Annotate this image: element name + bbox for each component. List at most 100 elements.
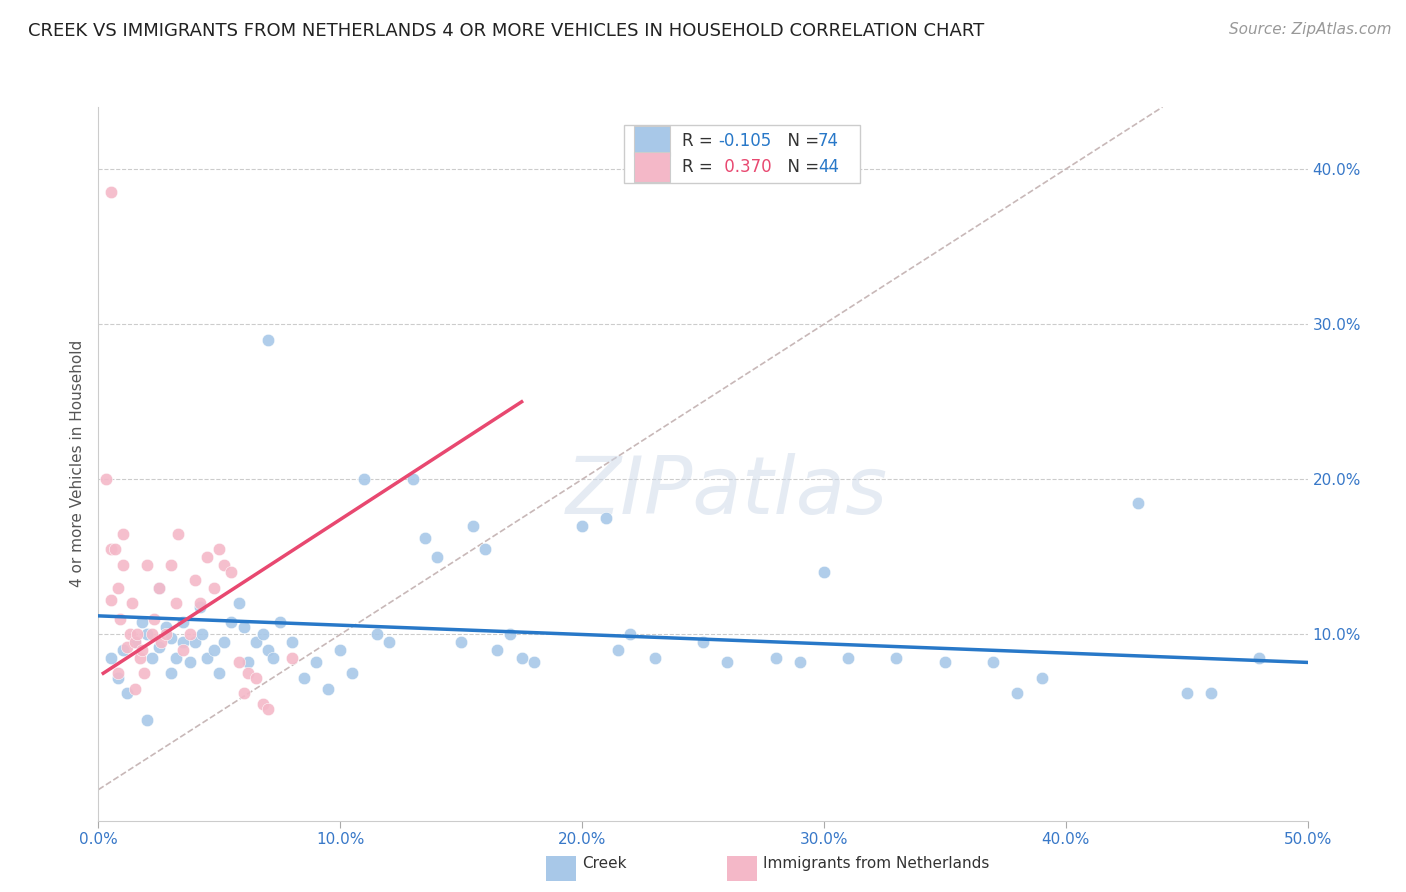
Point [111,558,134,572]
Point [837,650,859,665]
Point [523,656,546,670]
Point [208,542,231,557]
Point [692,635,714,649]
Point [353,472,375,486]
Text: Source: ZipAtlas.com: Source: ZipAtlas.com [1229,22,1392,37]
Point [160,558,183,572]
Point [256,333,278,347]
Point [256,643,278,657]
Point [232,620,254,634]
Point [238,666,260,681]
Point [595,511,617,525]
Point [165,597,187,611]
Point [108,612,131,626]
Point [208,666,231,681]
Text: R =: R = [682,158,718,176]
Point [128,650,150,665]
Point [366,627,388,641]
Point [165,650,187,665]
Point [204,643,226,657]
Point [141,627,163,641]
Point [402,472,425,486]
Point [1199,686,1222,700]
Point [195,650,218,665]
Point [107,671,129,685]
Y-axis label: 4 or more Vehicles in Household: 4 or more Vehicles in Household [70,340,86,588]
Point [262,650,284,665]
Point [886,650,908,665]
Point [212,558,235,572]
FancyBboxPatch shape [634,127,671,156]
Point [1128,495,1150,509]
Point [221,566,243,580]
Point [498,627,520,641]
Point [188,599,211,614]
FancyBboxPatch shape [546,856,576,881]
Point [127,627,149,641]
Text: ZIPatlas: ZIPatlas [567,453,889,532]
FancyBboxPatch shape [727,856,758,881]
Point [100,186,122,200]
Point [228,656,250,670]
Point [789,656,811,670]
Point [232,686,254,700]
Point [100,542,122,557]
Point [813,566,835,580]
Point [1175,686,1198,700]
Point [281,635,304,649]
Point [413,531,436,545]
Point [342,666,364,681]
Point [245,635,267,649]
Point [124,635,146,649]
Point [135,713,157,727]
Point [981,656,1004,670]
Point [377,635,399,649]
Point [107,581,129,595]
Point [571,519,593,533]
Text: 0.370: 0.370 [718,158,772,176]
Point [474,542,496,557]
Point [148,581,170,595]
Point [607,643,630,657]
Point [155,620,177,634]
FancyBboxPatch shape [634,152,671,182]
FancyBboxPatch shape [624,125,860,184]
Point [252,627,274,641]
Point [204,581,226,595]
Point [238,656,260,670]
Point [94,472,117,486]
Point [191,627,214,641]
Point [148,581,170,595]
Point [619,627,641,641]
Point [131,643,153,657]
Point [124,681,146,696]
Point [1249,650,1271,665]
Point [426,549,449,564]
Point [167,526,190,541]
Point [269,615,291,629]
Point [143,612,166,626]
Point [463,519,485,533]
Point [716,656,738,670]
Point [160,631,183,645]
Point [179,656,201,670]
Point [117,640,139,654]
Point [134,666,156,681]
Point [111,526,134,541]
Point [107,666,129,681]
Point [188,597,211,611]
Point [111,643,134,657]
Text: N =: N = [776,158,824,176]
Point [172,615,194,629]
Point [131,615,153,629]
Point [135,558,157,572]
Point [1031,671,1053,685]
Text: 44: 44 [818,158,839,176]
Point [510,650,533,665]
Point [150,635,173,649]
Point [316,681,339,696]
Point [100,650,122,665]
Text: R =: R = [682,132,718,150]
Point [305,656,328,670]
Point [252,698,274,712]
